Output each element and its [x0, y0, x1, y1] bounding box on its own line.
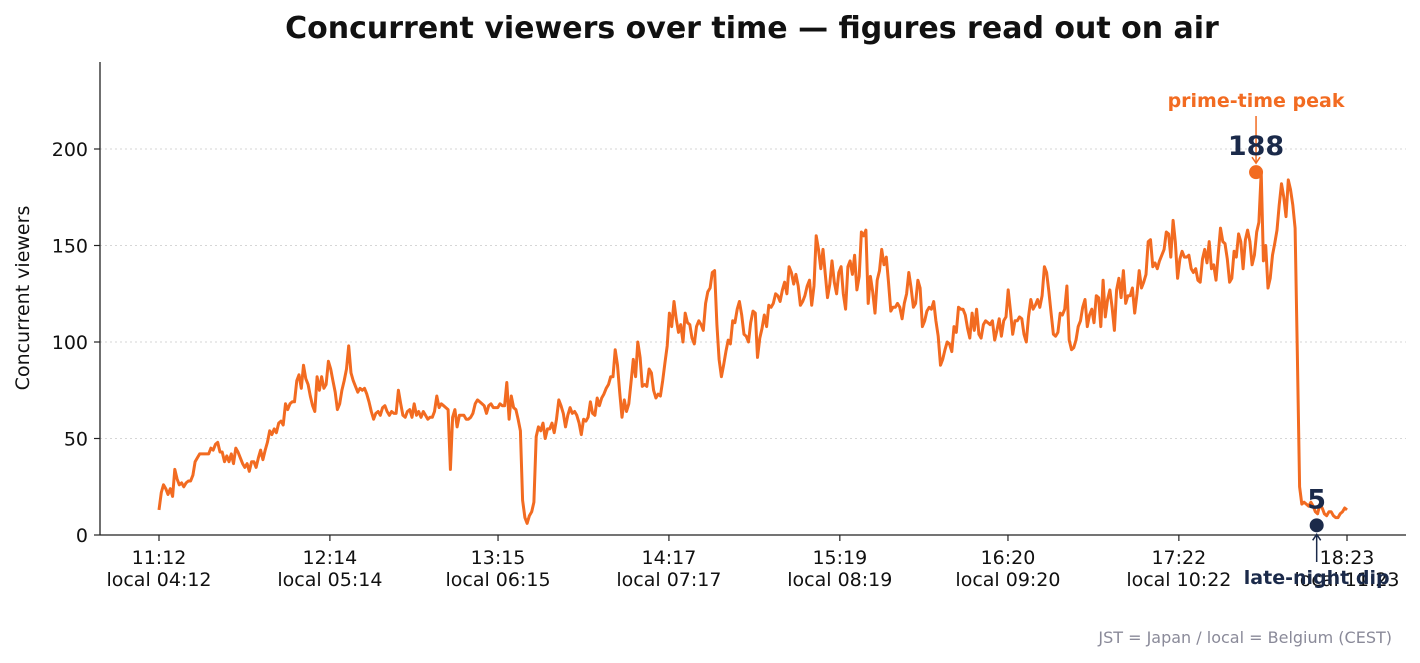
annotations: 188 prime-time peak 5 late-night dip	[1168, 90, 1390, 589]
x-tick-sublabel-6: local 10:22	[1126, 569, 1231, 591]
x-tick-label-3: 14:17	[642, 547, 697, 569]
x-tick-sublabel-7: local 11:23	[1294, 569, 1399, 591]
x-tick-sublabel-3: local 07:17	[616, 569, 721, 591]
peak-marker	[1249, 165, 1264, 180]
x-tick-label-1: 12:14	[303, 547, 358, 569]
peak-annotation-label: prime-time peak	[1168, 90, 1345, 112]
x-tick-sublabel-4: local 08:19	[787, 569, 892, 591]
dip-marker	[1309, 518, 1324, 533]
peak-arrow-head	[1251, 156, 1261, 165]
chart-title: Concurrent viewers over time — figures r…	[285, 11, 1219, 46]
dip-annotation-label: late-night dip	[1244, 567, 1390, 589]
x-tick-label-4: 15:19	[812, 547, 867, 569]
peak-value-label: 188	[1228, 131, 1284, 162]
x-tick-sublabel-5: local 09:20	[955, 569, 1060, 591]
y-tick-label-200: 200	[52, 139, 88, 161]
footnote: JST = Japan / local = Belgium (CEST)	[1097, 628, 1392, 647]
dip-value-label: 5	[1307, 484, 1326, 515]
y-ticks: 0 50 100 150 200	[52, 139, 100, 547]
x-tick-sublabel-0: local 04:12	[106, 569, 211, 591]
x-tick-label-5: 16:20	[981, 547, 1036, 569]
y-tick-label-100: 100	[52, 332, 88, 354]
x-tick-sublabel-1: local 05:14	[277, 569, 382, 591]
dip-arrow-head	[1312, 532, 1322, 541]
x-tick-label-6: 17:22	[1151, 547, 1206, 569]
x-tick-sublabel-2: local 06:15	[445, 569, 550, 591]
x-tick-label-7: 18:23	[1320, 547, 1375, 569]
x-tick-label-0: 11:12	[132, 547, 187, 569]
y-axis-label: Concurrent viewers	[12, 206, 34, 391]
y-tick-label-0: 0	[76, 525, 88, 547]
axes	[99, 62, 1406, 536]
y-tick-label-50: 50	[64, 429, 88, 451]
series-line-viewers	[157, 170, 1348, 525]
y-tick-label-150: 150	[52, 236, 88, 258]
x-tick-label-2: 13:15	[471, 547, 526, 569]
